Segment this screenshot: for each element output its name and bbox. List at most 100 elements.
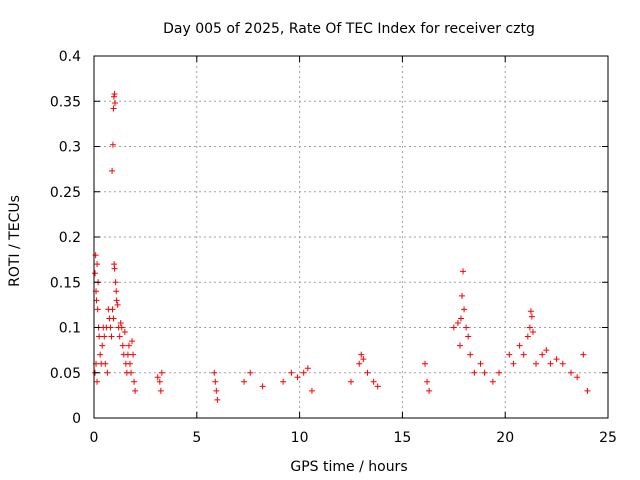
data-point	[109, 141, 116, 148]
x-tick-label: 5	[192, 430, 201, 446]
data-point	[308, 387, 315, 394]
data-point	[108, 333, 115, 340]
data-point	[121, 329, 128, 336]
data-point	[547, 360, 554, 367]
chart-title: Day 005 of 2025, Rate Of TEC Index for r…	[163, 21, 535, 37]
data-point	[131, 378, 138, 385]
data-point	[426, 387, 433, 394]
data-point	[528, 313, 535, 320]
data-point	[529, 329, 536, 336]
data-point	[119, 342, 126, 349]
data-point	[539, 351, 546, 358]
x-axis-label: GPS time / hours	[290, 459, 407, 475]
grid-lines	[94, 56, 608, 418]
data-point	[280, 378, 287, 385]
data-point	[111, 100, 118, 107]
data-point	[109, 306, 116, 313]
data-point	[553, 356, 560, 363]
data-point	[212, 378, 219, 385]
data-point	[543, 347, 550, 354]
data-point	[104, 369, 111, 376]
data-point	[460, 268, 467, 275]
data-point	[364, 369, 371, 376]
data-point	[110, 93, 117, 100]
y-tick-label: 0.35	[50, 94, 81, 110]
data-point	[467, 351, 474, 358]
data-point	[259, 383, 266, 390]
data-point	[130, 351, 137, 358]
data-point	[94, 306, 101, 313]
data-point	[300, 369, 307, 376]
data-point	[374, 383, 381, 390]
y-axis-label: ROTI / TECUs	[7, 195, 23, 287]
data-point	[457, 315, 464, 322]
data-point	[454, 319, 461, 326]
data-point	[567, 369, 574, 376]
x-tick-label: 10	[291, 430, 309, 446]
data-point	[113, 297, 120, 304]
data-point	[113, 288, 120, 295]
data-point	[112, 279, 119, 286]
data-point	[109, 167, 116, 174]
x-tick-label: 20	[496, 430, 514, 446]
data-point	[524, 333, 531, 340]
data-point	[111, 265, 118, 272]
data-point	[288, 369, 295, 376]
data-point	[584, 387, 591, 394]
data-point	[304, 365, 311, 372]
y-tick-label: 0.15	[50, 275, 81, 291]
y-tick-label: 0.2	[59, 230, 81, 246]
data-point	[110, 315, 117, 322]
y-tick-label: 0.05	[50, 366, 81, 382]
data-point	[424, 378, 431, 385]
x-tick-label: 0	[90, 430, 99, 446]
data-point	[94, 378, 101, 385]
axis-ticks: 0 5 10 15 20 25 0 0.05 0.1 0.15 0.2 0.25 0.3 0.35 0.4	[50, 49, 617, 446]
data-point	[559, 360, 566, 367]
data-point	[526, 324, 533, 331]
data-point	[506, 351, 513, 358]
data-point	[461, 306, 468, 313]
data-point	[450, 324, 457, 331]
data-point	[465, 333, 472, 340]
data-point	[370, 378, 377, 385]
data-point	[213, 387, 220, 394]
data-point	[116, 333, 123, 340]
y-tick-label: 0.1	[59, 321, 81, 337]
y-tick-label: 0	[72, 411, 81, 427]
data-point	[214, 396, 221, 403]
data-point	[477, 360, 484, 367]
data-point	[459, 292, 466, 299]
data-point	[422, 360, 429, 367]
data-point	[124, 351, 131, 358]
data-point	[158, 369, 165, 376]
data-point	[128, 369, 135, 376]
y-tick-label: 0.25	[50, 185, 81, 201]
data-point	[110, 105, 117, 112]
x-tick-label: 25	[599, 430, 617, 446]
data-point	[533, 360, 540, 367]
data-point	[527, 308, 534, 315]
data-point	[463, 324, 470, 331]
x-tick-label: 15	[393, 430, 411, 446]
data-point	[96, 333, 103, 340]
data-point	[117, 319, 124, 326]
data-point	[356, 360, 363, 367]
data-point	[348, 378, 354, 385]
data-point	[107, 324, 114, 331]
data-point	[496, 369, 503, 376]
data-point	[97, 351, 104, 358]
data-point	[471, 369, 478, 376]
data-point	[101, 333, 108, 340]
data-point	[574, 374, 581, 381]
data-point	[157, 387, 164, 394]
data-point	[481, 369, 488, 376]
data-point	[489, 378, 496, 385]
data-point	[580, 351, 587, 358]
data-point	[516, 342, 523, 349]
data-point	[111, 91, 118, 98]
y-tick-label: 0.3	[59, 140, 81, 156]
data-point	[92, 270, 99, 277]
data-point	[510, 360, 517, 367]
